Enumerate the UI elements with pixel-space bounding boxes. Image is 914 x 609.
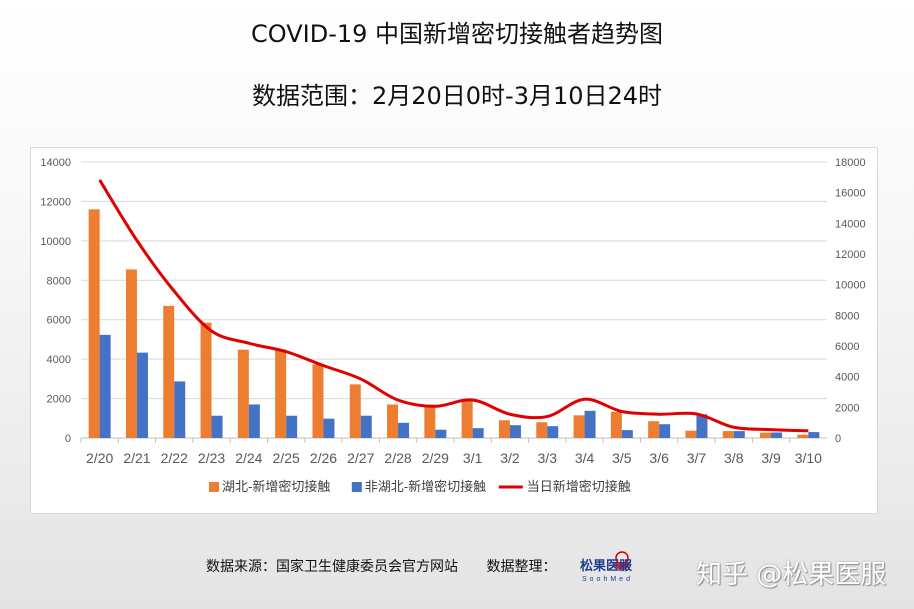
left-tick-label: 14000 xyxy=(40,157,71,169)
chart-subtitle: 数据范围：2月20日0时-3月10日24时 xyxy=(251,82,663,110)
x-tick-label: 2/25 xyxy=(273,450,300,466)
x-tick-label: 3/10 xyxy=(795,450,822,466)
bar-non-hubei xyxy=(248,404,260,438)
bar-hubei xyxy=(610,411,622,438)
right-tick-label: 0 xyxy=(835,433,841,445)
bar-hubei xyxy=(125,269,137,438)
bar-non-hubei xyxy=(547,426,559,438)
bar-non-hubei xyxy=(621,430,633,438)
right-tick-label: 12000 xyxy=(835,249,866,261)
bar-non-hubei xyxy=(360,415,372,438)
bar-hubei xyxy=(536,422,548,438)
x-tick-label: 2/23 xyxy=(198,450,225,466)
bar-hubei xyxy=(685,430,697,438)
right-tick-label: 4000 xyxy=(835,372,859,384)
left-tick-label: 8000 xyxy=(47,275,71,287)
x-tick-label: 3/9 xyxy=(761,450,781,466)
bar-hubei xyxy=(312,364,324,438)
chart: 0 2000 4000 6000 8000 10000 12000 14000 0 2000 400… xyxy=(40,157,866,494)
x-tick-label: 3/2 xyxy=(500,450,520,466)
x-tick-label: 2/24 xyxy=(235,450,262,466)
x-tick-label: 2/27 xyxy=(347,450,374,466)
right-tick-label: 16000 xyxy=(835,188,866,200)
bar-non-hubei xyxy=(659,424,671,438)
bar-hubei xyxy=(760,432,772,438)
bar-non-hubei xyxy=(472,428,484,438)
logo-text: 松果医服 xyxy=(580,558,633,573)
footer: 数据来源：国家卫生健康委员会官方网站 数据整理： xyxy=(206,556,580,576)
legend-label-total: 当日新增密切接触 xyxy=(527,479,631,494)
bar-hubei xyxy=(200,322,212,438)
bar-non-hubei xyxy=(286,415,298,438)
legend-label-non_hubei: 非湖北-新增密切接触 xyxy=(365,479,486,494)
legend-label-hubei: 湖北-新增密切接触 xyxy=(222,479,330,494)
bar-non-hubei xyxy=(584,410,596,438)
bar-non-hubei xyxy=(733,431,745,438)
left-tick-label: 4000 xyxy=(47,354,71,366)
bar-non-hubei xyxy=(99,334,111,438)
left-tick-label: 10000 xyxy=(40,236,71,248)
right-tick-label: 14000 xyxy=(835,218,866,230)
bar-non-hubei xyxy=(435,429,447,438)
x-tick-label: 3/7 xyxy=(687,450,707,466)
right-tick-label: 6000 xyxy=(835,341,859,353)
chart-panel: 0 2000 4000 6000 8000 10000 12000 14000 0 2000 400… xyxy=(30,147,878,514)
data-organizer-label: 数据整理： xyxy=(486,559,557,575)
right-tick-label: 10000 xyxy=(835,280,866,292)
chart-title: COVID-19 中国新增密切接触者趋势图 xyxy=(250,20,664,48)
bar-non-hubei xyxy=(323,418,335,438)
soohmed-logo: 松果医服 SoohMed xyxy=(580,551,633,583)
bar-hubei xyxy=(275,349,287,438)
x-tick-label: 3/5 xyxy=(612,450,632,466)
left-tick-label: 2000 xyxy=(47,394,71,406)
bar-non-hubei xyxy=(398,422,410,438)
bar-hubei xyxy=(424,405,436,438)
right-tick-label: 8000 xyxy=(835,310,859,322)
left-tick-label: 6000 xyxy=(47,315,71,327)
x-tick-label: 3/1 xyxy=(463,450,483,466)
x-tick-label: 3/3 xyxy=(538,450,558,466)
legend-swatch-non_hubei xyxy=(351,482,362,492)
x-tick-label: 2/22 xyxy=(161,450,188,466)
bar-hubei xyxy=(163,305,175,438)
left-tick-label: 0 xyxy=(65,433,71,445)
x-tick-label: 2/20 xyxy=(86,450,113,466)
x-tick-label: 2/21 xyxy=(123,450,150,466)
x-tick-label: 3/8 xyxy=(724,450,744,466)
bar-hubei xyxy=(498,420,510,438)
bar-non-hubei xyxy=(509,425,521,438)
left-tick-label: 12000 xyxy=(40,196,71,208)
bar-hubei xyxy=(573,415,585,438)
bar-non-hubei xyxy=(808,432,820,438)
x-tick-label: 3/6 xyxy=(649,450,669,466)
bar-non-hubei xyxy=(696,414,708,438)
bar-hubei xyxy=(648,421,660,438)
x-tick-label: 2/26 xyxy=(310,450,337,466)
x-tick-label: 2/29 xyxy=(422,450,449,466)
bar-hubei xyxy=(349,384,361,438)
right-tick-label: 18000 xyxy=(835,157,866,169)
bar-non-hubei xyxy=(771,432,783,438)
bar-hubei xyxy=(88,209,100,438)
line-total xyxy=(98,179,809,433)
watermark: 知乎 @松果医服 xyxy=(696,560,887,590)
logo-sub: SoohMed xyxy=(582,576,633,583)
bar-non-hubei xyxy=(211,415,223,438)
bar-hubei xyxy=(237,349,249,438)
right-tick-label: 2000 xyxy=(835,402,859,414)
bar-non-hubei xyxy=(136,352,148,438)
x-tick-label: 3/4 xyxy=(575,450,595,466)
bar-hubei xyxy=(387,404,399,438)
legend-swatch-hubei xyxy=(209,482,219,492)
bar-non-hubei xyxy=(174,381,186,438)
bar-hubei xyxy=(722,431,734,438)
x-tick-label: 2/28 xyxy=(384,450,411,466)
bar-hubei xyxy=(461,398,473,438)
bar-hubei xyxy=(797,434,809,438)
data-source: 数据来源：国家卫生健康委员会官方网站 xyxy=(206,559,458,575)
